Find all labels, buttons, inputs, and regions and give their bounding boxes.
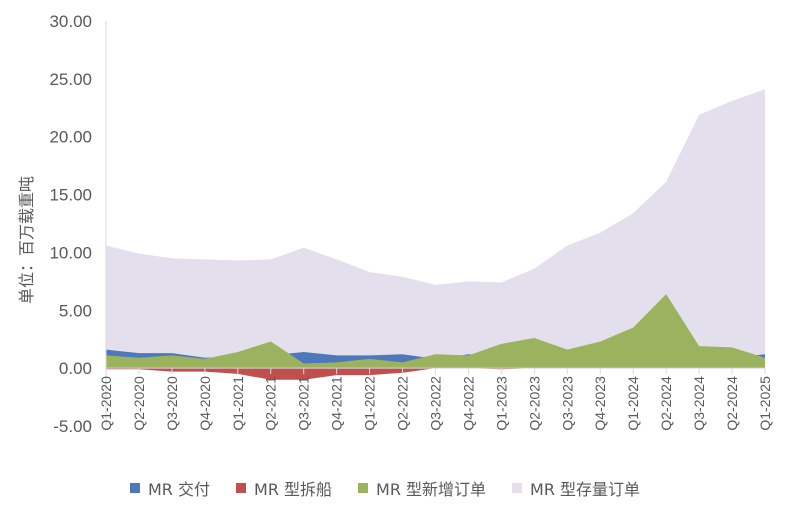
x-tick-label-4: Q1-2021 (230, 376, 246, 431)
y-axis-label: 单位：百万载重吨 (17, 175, 37, 305)
x-tick-label-1: Q2-2020 (131, 376, 147, 431)
x-tick-label-17: Q2-2024 (658, 376, 674, 431)
legend-item-deliveries: MR 交付 (130, 476, 210, 500)
legend-label-orderbook: MR 型存量订单 (530, 480, 641, 499)
x-tick-label-20: Q1-2025 (757, 376, 773, 431)
y-tick-label-4: 15.00 (49, 186, 92, 205)
x-tick-label-3: Q4-2020 (197, 376, 213, 431)
legend-swatch-deliveries (130, 483, 140, 493)
legend-item-orderbook: MR 型存量订单 (512, 476, 640, 500)
legend-swatch-demolition (236, 483, 247, 493)
x-tick-label-16: Q1-2024 (625, 376, 641, 431)
y-tick-label-7: 30.00 (49, 12, 92, 31)
x-tick-label-5: Q2-2021 (263, 376, 279, 431)
area-series-2 (106, 294, 765, 369)
legend-label-demolition: MR 型拆船 (254, 480, 333, 499)
x-tick-label-8: Q1-2022 (362, 376, 378, 431)
legend-label-deliveries: MR 交付 (148, 480, 211, 499)
x-tick-label-15: Q4-2023 (592, 376, 608, 431)
legend-swatch-orderbook (512, 483, 523, 493)
area-series-0 (106, 89, 765, 369)
x-tick-label-14: Q3-2023 (559, 376, 575, 431)
x-tick-label-0: Q1-2020 (98, 376, 114, 431)
x-tick-label-11: Q4-2022 (460, 376, 476, 431)
y-tick-label-1: 0.00 (59, 359, 92, 378)
x-tick-label-2: Q3-2020 (164, 376, 180, 431)
x-tick-label-6: Q3-2021 (296, 376, 312, 431)
legend: MR 交付 MR 型拆船 MR 型新增订单 MR 型存量订单 (130, 476, 640, 500)
x-tick-label-13: Q2-2023 (526, 376, 542, 431)
x-tick-label-10: Q3-2022 (428, 376, 444, 431)
x-tick-label-12: Q1-2023 (493, 376, 509, 431)
x-tick-label-18: Q3-2024 (691, 376, 707, 431)
legend-label-new-orders: MR 型新增订单 (376, 480, 487, 499)
x-tick-label-7: Q4-2021 (329, 376, 345, 431)
legend-item-new-orders: MR 型新增订单 (358, 476, 486, 500)
x-tick-label-9: Q2-2022 (395, 376, 411, 431)
y-axis-label-wrap: 单位：百万载重吨 (14, 140, 36, 340)
y-tick-label-0: -5.00 (53, 417, 92, 436)
legend-swatch-new-orders (358, 483, 369, 493)
x-tick-label-19: Q2-2024 (724, 376, 740, 431)
y-tick-label-2: 5.00 (59, 301, 92, 320)
legend-item-demolition: MR 型拆船 (236, 476, 332, 500)
y-tick-label-3: 10.00 (49, 243, 92, 262)
y-tick-label-6: 25.00 (49, 70, 92, 89)
y-tick-label-5: 20.00 (49, 128, 92, 147)
